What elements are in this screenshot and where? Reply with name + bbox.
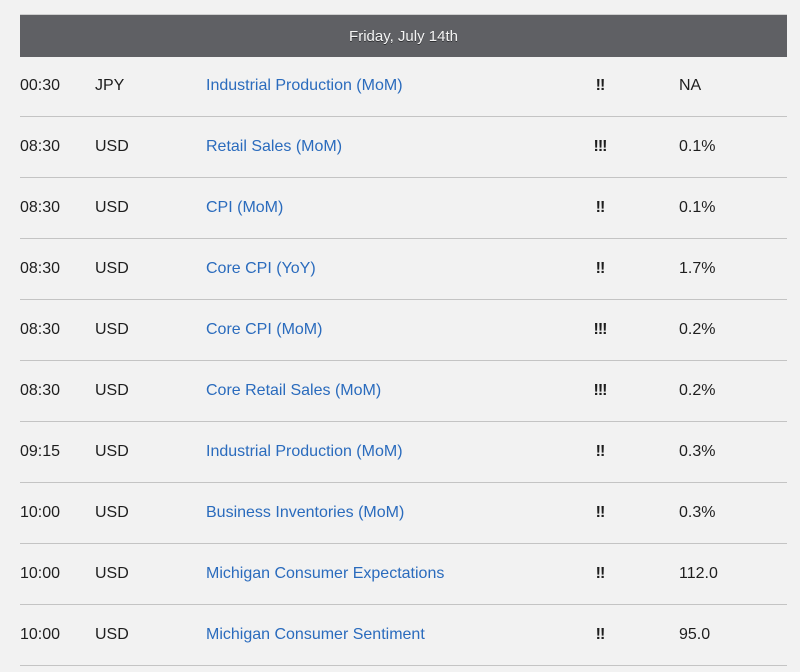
event-currency: USD bbox=[95, 565, 129, 582]
event-currency: USD bbox=[95, 199, 129, 216]
event-time: 10:00 bbox=[20, 565, 61, 582]
event-currency: USD bbox=[95, 321, 129, 338]
event-importance: !! bbox=[595, 260, 606, 277]
event-value: 1.7% bbox=[679, 260, 716, 277]
event-value: 0.3% bbox=[679, 443, 716, 460]
event-currency: USD bbox=[95, 504, 129, 521]
event-link[interactable]: Core CPI (MoM) bbox=[206, 321, 323, 338]
event-value: NA bbox=[679, 77, 702, 94]
event-importance: !! bbox=[595, 443, 606, 460]
event-value: 95.0 bbox=[679, 626, 711, 643]
table-row: 08:30 USD Core CPI (YoY) !! 1.7% bbox=[20, 239, 787, 300]
event-currency: USD bbox=[95, 138, 129, 155]
table-row: 08:30 USD CPI (MoM) !! 0.1% bbox=[20, 178, 787, 239]
event-value: 0.3% bbox=[679, 504, 716, 521]
event-importance: !!! bbox=[593, 138, 608, 155]
event-currency: USD bbox=[95, 626, 129, 643]
event-time: 08:30 bbox=[20, 382, 61, 399]
date-header: Friday, July 14th bbox=[20, 14, 787, 57]
event-link[interactable]: Michigan Consumer Sentiment bbox=[206, 626, 425, 643]
event-importance: !!! bbox=[593, 382, 608, 399]
table-row: 09:15 USD Industrial Production (MoM) !!… bbox=[20, 422, 787, 483]
table-row: 08:30 USD Retail Sales (MoM) !!! 0.1% bbox=[20, 117, 787, 178]
event-time: 08:30 bbox=[20, 321, 61, 338]
event-currency: JPY bbox=[95, 77, 125, 94]
event-link[interactable]: CPI (MoM) bbox=[206, 199, 284, 216]
event-link[interactable]: Retail Sales (MoM) bbox=[206, 138, 343, 155]
event-time: 08:30 bbox=[20, 199, 61, 216]
event-value: 112.0 bbox=[679, 565, 718, 582]
event-importance: !! bbox=[595, 504, 606, 521]
event-value: 0.1% bbox=[679, 199, 716, 216]
event-time: 10:00 bbox=[20, 626, 61, 643]
event-currency: USD bbox=[95, 382, 129, 399]
event-currency: USD bbox=[95, 443, 129, 460]
event-value: 0.2% bbox=[679, 321, 716, 338]
event-value: 0.2% bbox=[679, 382, 716, 399]
event-importance: !!! bbox=[593, 321, 608, 338]
event-time: 08:30 bbox=[20, 138, 61, 155]
table-row: 08:30 USD Core CPI (MoM) !!! 0.2% bbox=[20, 300, 787, 361]
table-row: 10:00 USD Business Inventories (MoM) !! … bbox=[20, 483, 787, 544]
event-time: 08:30 bbox=[20, 260, 61, 277]
event-link[interactable]: Core Retail Sales (MoM) bbox=[206, 382, 382, 399]
event-link[interactable]: Business Inventories (MoM) bbox=[206, 504, 405, 521]
table-row: 00:30 JPY Industrial Production (MoM) !!… bbox=[20, 56, 787, 117]
table-row: 10:00 USD Michigan Consumer Sentiment !!… bbox=[20, 605, 787, 666]
events-table: 00:30 JPY Industrial Production (MoM) !!… bbox=[20, 56, 787, 666]
table-row: 10:00 USD Michigan Consumer Expectations… bbox=[20, 544, 787, 605]
event-link[interactable]: Core CPI (YoY) bbox=[206, 260, 316, 277]
event-time: 10:00 bbox=[20, 504, 61, 521]
event-currency: USD bbox=[95, 260, 129, 277]
event-time: 00:30 bbox=[20, 77, 61, 94]
event-importance: !! bbox=[595, 77, 606, 94]
event-importance: !! bbox=[595, 565, 606, 582]
event-link[interactable]: Industrial Production (MoM) bbox=[206, 77, 403, 94]
event-importance: !! bbox=[595, 199, 606, 216]
event-link[interactable]: Industrial Production (MoM) bbox=[206, 443, 403, 460]
date-header-label: Friday, July 14th bbox=[349, 27, 458, 45]
table-row: 08:30 USD Core Retail Sales (MoM) !!! 0.… bbox=[20, 361, 787, 422]
event-link[interactable]: Michigan Consumer Expectations bbox=[206, 565, 445, 582]
event-value: 0.1% bbox=[679, 138, 716, 155]
event-importance: !! bbox=[595, 626, 606, 643]
event-time: 09:15 bbox=[20, 443, 61, 460]
